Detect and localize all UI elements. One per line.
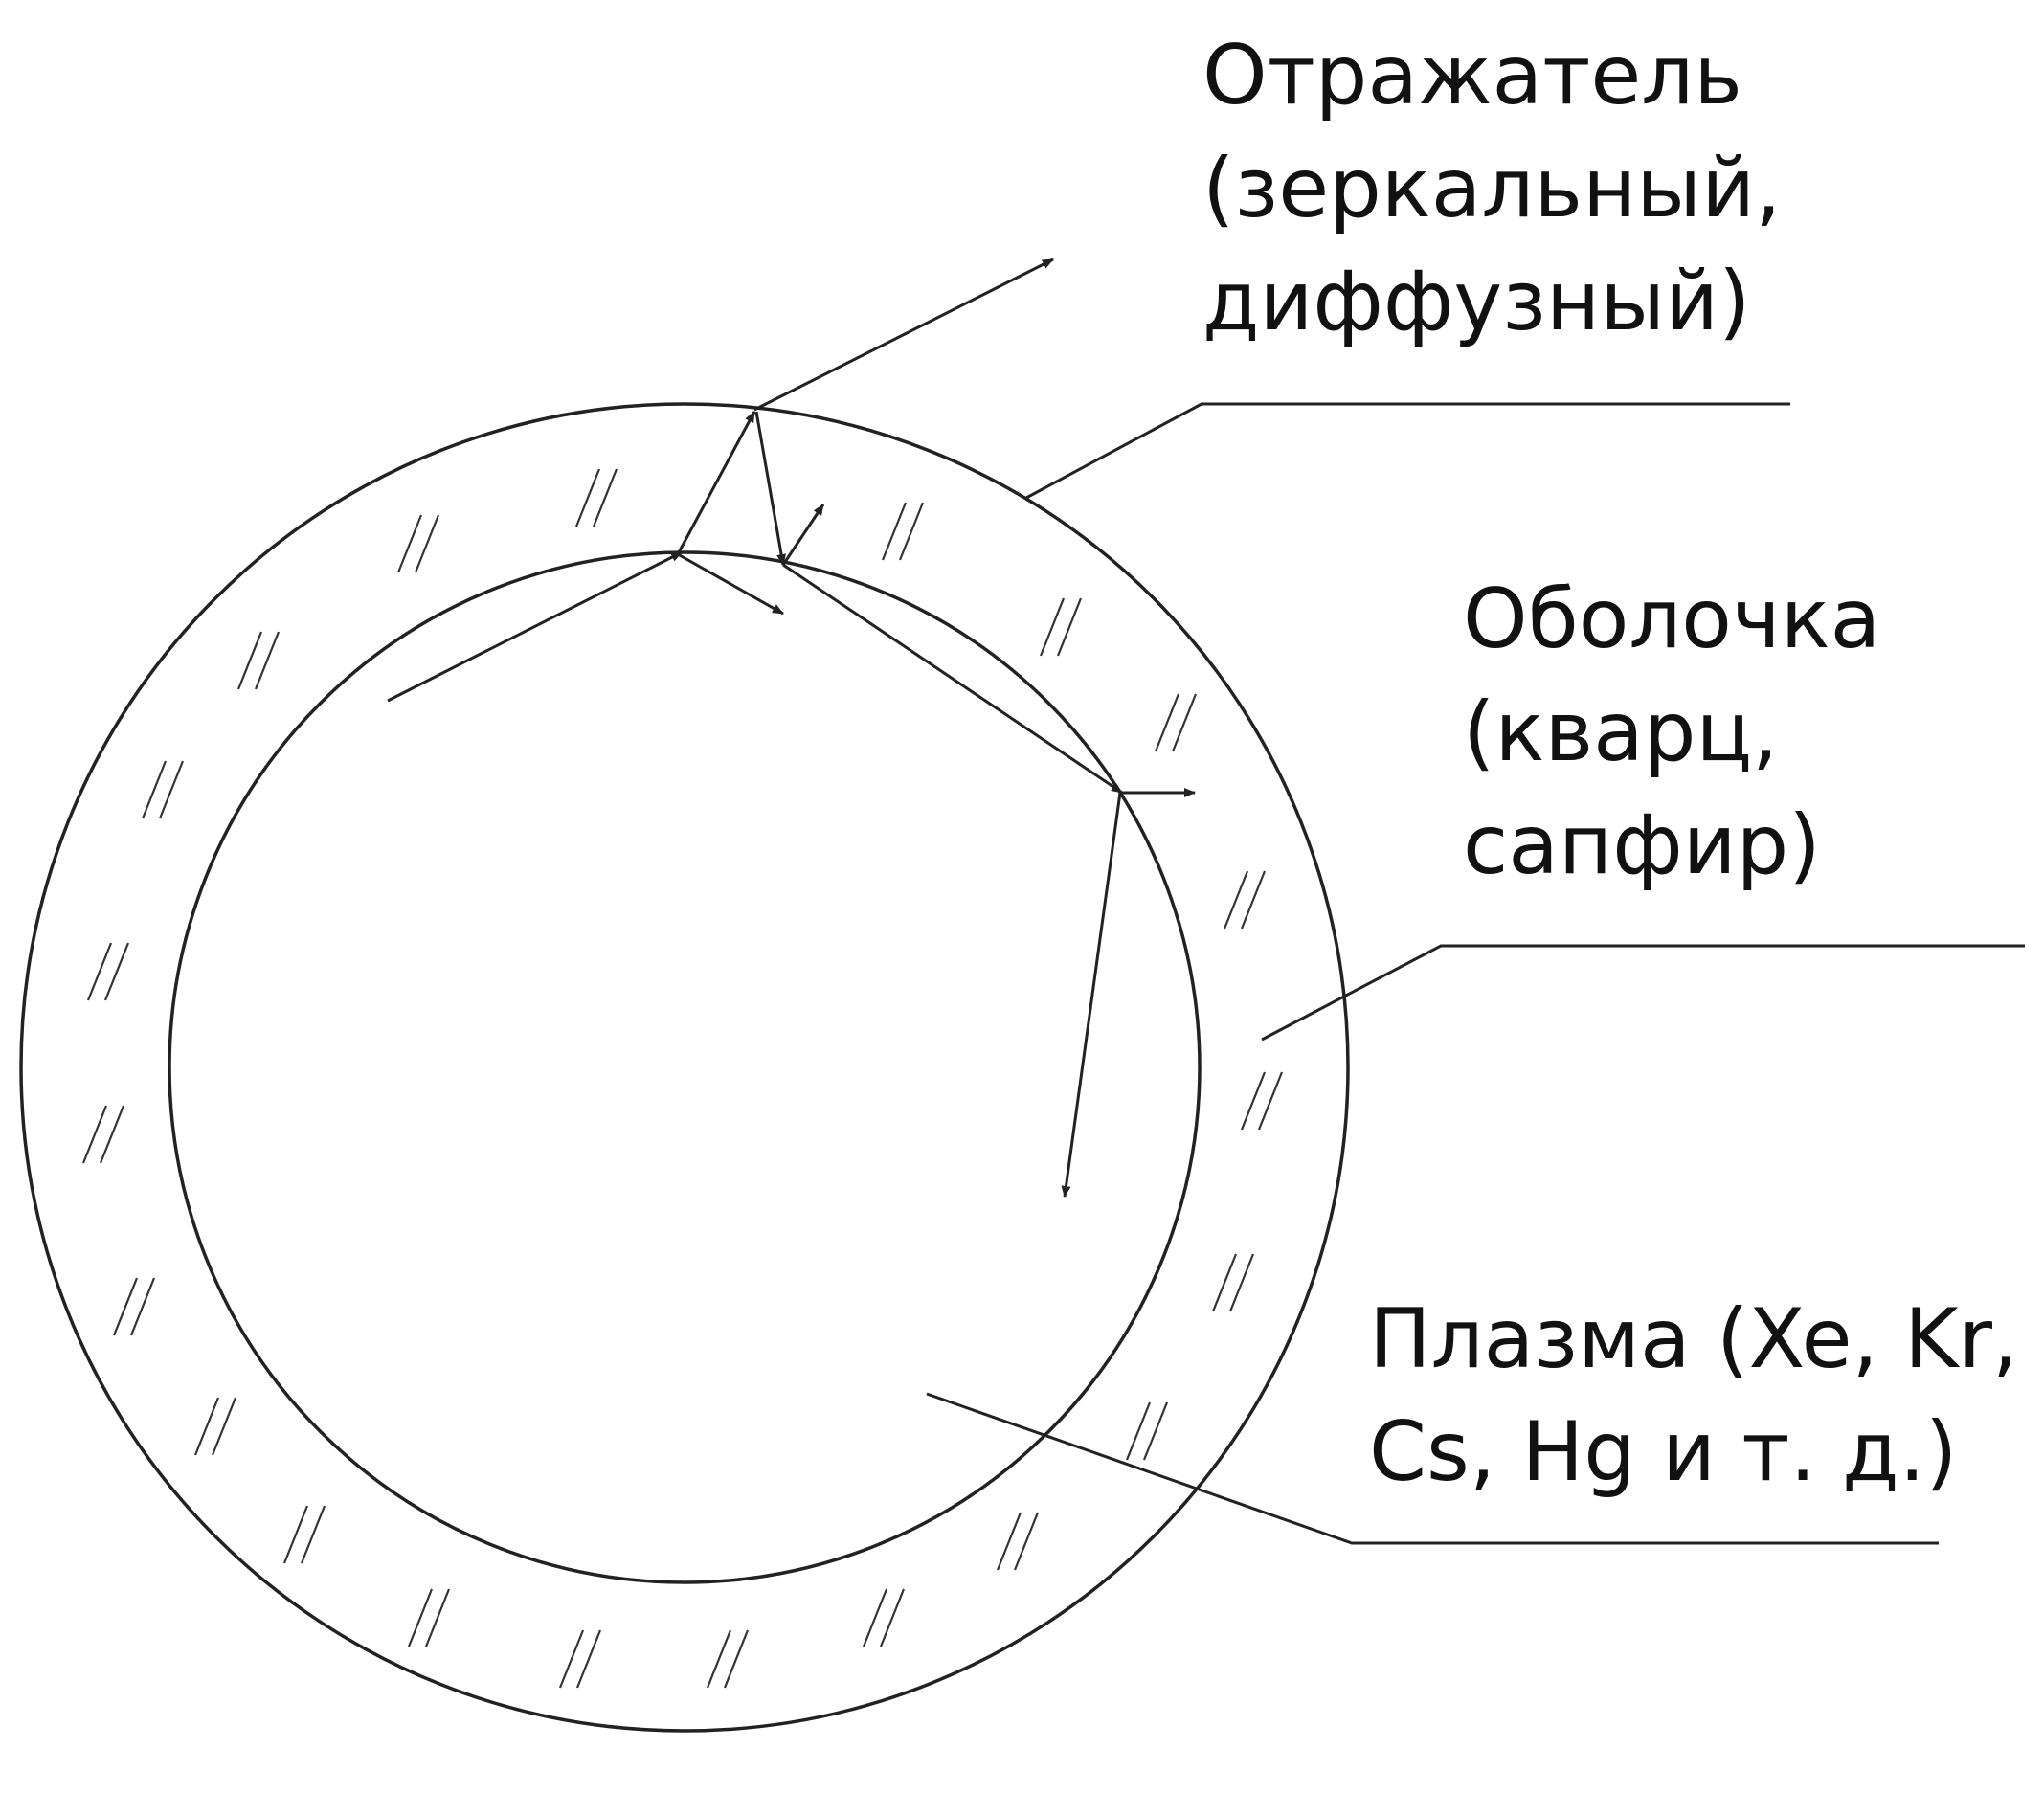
hatch-stroke bbox=[236, 631, 263, 690]
hatch-stroke bbox=[407, 1588, 434, 1647]
light-rays bbox=[387, 258, 1196, 1198]
hatch-mark bbox=[1039, 597, 1083, 657]
hatch-stroke bbox=[1257, 1071, 1284, 1131]
hatch-stroke bbox=[1240, 870, 1267, 930]
hatch-mark bbox=[282, 1505, 326, 1564]
hatch-stroke bbox=[1223, 870, 1249, 930]
hatch-mark bbox=[112, 1277, 156, 1336]
ray-escape bbox=[753, 258, 1054, 412]
hatch-stroke bbox=[1154, 693, 1180, 752]
hatch-stroke bbox=[1211, 1253, 1238, 1312]
hatch-stroke bbox=[396, 514, 423, 573]
reflector-label-line-1: Отражатель bbox=[1202, 28, 1742, 123]
reflector-label-line-2: (зеркальный, bbox=[1202, 141, 1782, 236]
ray-reflected-inner bbox=[677, 552, 784, 616]
hatch-stroke bbox=[129, 1277, 156, 1336]
hatch-mark bbox=[558, 1629, 602, 1689]
shell-label-line-1: Оболочка bbox=[1463, 572, 1881, 667]
shell-label-line-2: (кварц, bbox=[1463, 684, 1779, 780]
leader-plasma bbox=[926, 1392, 1939, 1545]
reflector-label: Отражатель (зеркальный, диффузный) bbox=[1202, 19, 1781, 358]
hatch-stroke bbox=[193, 1397, 220, 1456]
hatch-stroke bbox=[879, 1588, 906, 1647]
hatch-mark bbox=[141, 760, 185, 819]
plasma-label: Плазма (Xe, Kr, Cs, Hg и т. д.) bbox=[1369, 1283, 2018, 1509]
ray-small-out bbox=[781, 504, 825, 566]
hatch-stroke bbox=[300, 1505, 326, 1564]
hatch-mark bbox=[706, 1629, 750, 1689]
hatch-stroke bbox=[424, 1588, 451, 1647]
hatch-mark bbox=[996, 1512, 1040, 1571]
hatch-stroke bbox=[86, 942, 113, 1001]
inner-shell-circle bbox=[168, 550, 1202, 1584]
hatch-mark bbox=[1223, 870, 1267, 930]
hatch-stroke bbox=[1039, 597, 1066, 657]
hatch-stroke bbox=[103, 942, 130, 1001]
hatch-mark bbox=[86, 942, 130, 1001]
hatch-stroke bbox=[254, 631, 281, 690]
hatch-stroke bbox=[99, 1105, 125, 1164]
leader-lines bbox=[926, 402, 2025, 1545]
hatch-stroke bbox=[723, 1629, 750, 1689]
ray-through-plasma bbox=[782, 563, 1123, 795]
outer-reflector-circle bbox=[19, 402, 1350, 1733]
ray-refracted-up bbox=[676, 411, 756, 555]
hatch-stroke bbox=[414, 514, 440, 573]
hatch-stroke bbox=[1013, 1512, 1040, 1571]
hatch-mark bbox=[881, 502, 925, 561]
hatch-stroke bbox=[575, 1629, 602, 1689]
hatch-stroke bbox=[158, 760, 185, 819]
hatch-mark bbox=[236, 631, 281, 690]
hatch-stroke bbox=[81, 1105, 108, 1164]
leader-reflector bbox=[1025, 402, 1790, 500]
hatch-mark bbox=[1154, 693, 1198, 752]
hatch-mark bbox=[193, 1397, 237, 1456]
hatch-stroke bbox=[1142, 1401, 1169, 1461]
hatch-mark bbox=[407, 1588, 451, 1647]
hatch-stroke bbox=[1125, 1401, 1152, 1461]
plasma-label-line-2: Cs, Hg и т. д.) bbox=[1369, 1404, 1958, 1500]
hatch-stroke bbox=[141, 760, 168, 819]
plasma-label-line-1: Плазма (Xe, Kr, bbox=[1369, 1291, 2019, 1387]
hatch-stroke bbox=[1228, 1253, 1255, 1312]
hatch-stroke bbox=[1171, 693, 1198, 752]
hatch-mark bbox=[1211, 1253, 1255, 1312]
shell-hatch-marks bbox=[81, 468, 1284, 1689]
hatch-stroke bbox=[282, 1505, 309, 1564]
hatch-stroke bbox=[558, 1629, 585, 1689]
hatch-mark bbox=[396, 514, 440, 573]
hatch-mark bbox=[574, 468, 618, 527]
hatch-stroke bbox=[1240, 1071, 1267, 1131]
hatch-stroke bbox=[996, 1512, 1022, 1571]
hatch-mark bbox=[1240, 1071, 1284, 1131]
hatch-stroke bbox=[898, 502, 925, 561]
ray-back-down bbox=[754, 411, 787, 566]
hatch-stroke bbox=[211, 1397, 237, 1456]
hatch-mark bbox=[1125, 1401, 1169, 1461]
shell-label-line-3: сапфир) bbox=[1463, 797, 1821, 893]
hatch-stroke bbox=[862, 1588, 888, 1647]
hatch-mark bbox=[81, 1105, 125, 1164]
reflector-label-line-3: диффузный) bbox=[1202, 254, 1751, 349]
hatch-stroke bbox=[1056, 597, 1083, 657]
hatch-stroke bbox=[881, 502, 908, 561]
leader-shell bbox=[1261, 944, 2025, 1042]
hatch-mark bbox=[862, 1588, 906, 1647]
hatch-stroke bbox=[112, 1277, 139, 1336]
ray-incident bbox=[387, 550, 683, 703]
hatch-stroke bbox=[592, 468, 618, 527]
hatch-stroke bbox=[706, 1629, 732, 1689]
hatch-stroke bbox=[574, 468, 601, 527]
shell-label: Оболочка (кварц, сапфир) bbox=[1463, 563, 1880, 902]
ray-into-plasma bbox=[1061, 792, 1122, 1198]
